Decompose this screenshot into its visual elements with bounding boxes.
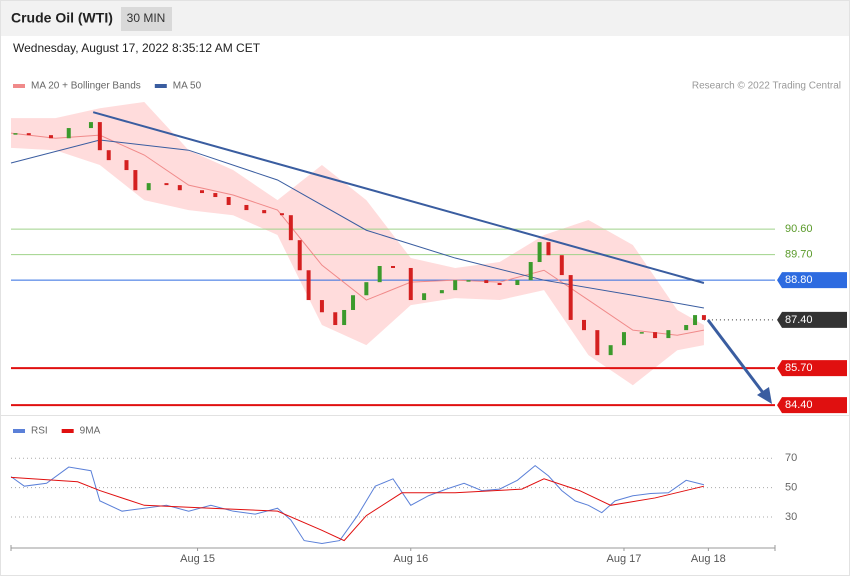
candle: [26, 133, 31, 136]
y-tick-label: 30: [785, 511, 797, 523]
legend-label: RSI: [31, 426, 48, 437]
candle: [466, 280, 471, 282]
legend-swatch: [13, 84, 25, 88]
x-tick-label: Aug 18: [691, 553, 726, 565]
rsi-line: [10, 476, 705, 542]
candle: [484, 280, 489, 284]
candle: [244, 204, 249, 211]
candle: [351, 295, 356, 310]
y-tick-label: 70: [785, 452, 797, 464]
candle: [88, 122, 93, 129]
candle: [146, 183, 151, 191]
candle: [177, 185, 182, 191]
level-tag: [777, 360, 847, 377]
level-label: 89.70: [785, 249, 813, 261]
candle: [515, 280, 520, 286]
candle: [639, 332, 644, 334]
candle: [377, 265, 382, 283]
candle: [364, 282, 369, 296]
candle: [13, 133, 18, 135]
level-label: 88.80: [785, 274, 813, 286]
candle: [528, 262, 533, 281]
legend-label: MA 50: [173, 81, 202, 92]
candle: [693, 315, 698, 326]
candle: [408, 267, 413, 301]
candle: [124, 160, 129, 171]
legend-swatch: [61, 429, 74, 433]
candle: [66, 128, 71, 139]
candle: [200, 190, 204, 194]
level-tag: [777, 272, 847, 289]
timeframe: 30 MIN: [127, 11, 166, 25]
candle: [297, 240, 302, 271]
legend-swatch: [154, 84, 167, 88]
trend-line: [92, 111, 705, 284]
candle: [226, 197, 231, 205]
candle: [97, 122, 102, 151]
title: Crude Oil (WTI): [11, 10, 113, 26]
candle: [133, 170, 138, 191]
level-label: 84.40: [785, 399, 813, 411]
candle: [621, 332, 626, 346]
bollinger-band: [11, 101, 704, 386]
ma20-line: [10, 132, 705, 336]
x-tick-label: Aug 15: [180, 553, 215, 565]
level-tag: [777, 311, 847, 328]
candle: [279, 213, 284, 216]
candle: [582, 319, 586, 331]
candle: [701, 315, 706, 320]
candle: [666, 330, 671, 339]
timestamp: Wednesday, August 17, 2022 8:35:12 AM CE…: [13, 41, 261, 55]
candle: [164, 183, 169, 186]
candle: [262, 210, 267, 214]
candle: [391, 265, 395, 268]
candle: [48, 135, 53, 139]
legend-label: 9MA: [80, 426, 101, 437]
candle: [342, 309, 347, 326]
candle: [546, 242, 551, 256]
candle: [453, 280, 458, 291]
y-tick-label: 50: [785, 482, 797, 494]
legend-label: MA 20 + Bollinger Bands: [31, 81, 141, 92]
level-tag: [777, 397, 847, 414]
x-tick-label: Aug 16: [393, 553, 428, 565]
candle: [608, 345, 613, 356]
rsi-line: [10, 464, 705, 545]
legend-swatch: [13, 429, 25, 433]
candle: [568, 275, 573, 320]
source: Research © 2022 Trading Central: [692, 81, 841, 92]
ma50-line: [10, 139, 705, 309]
candle: [319, 300, 324, 313]
candle: [497, 283, 502, 286]
candle: [213, 193, 218, 198]
level-label: 90.60: [785, 223, 813, 235]
candle: [537, 242, 542, 263]
candle: [653, 332, 658, 339]
projection-arrowhead: [757, 387, 772, 404]
projection-arrow: [706, 319, 766, 395]
candle: [439, 290, 444, 294]
candle: [306, 270, 311, 301]
candle: [422, 293, 427, 301]
candle: [595, 330, 600, 356]
x-tick-label: Aug 17: [607, 553, 642, 565]
candle: [559, 255, 564, 276]
level-label: 87.40: [785, 314, 813, 326]
level-label: 85.70: [785, 362, 813, 374]
timeframe-box: [121, 7, 172, 31]
candle: [333, 312, 338, 326]
candle: [106, 150, 111, 161]
candle: [684, 325, 689, 331]
candle: [288, 215, 293, 241]
